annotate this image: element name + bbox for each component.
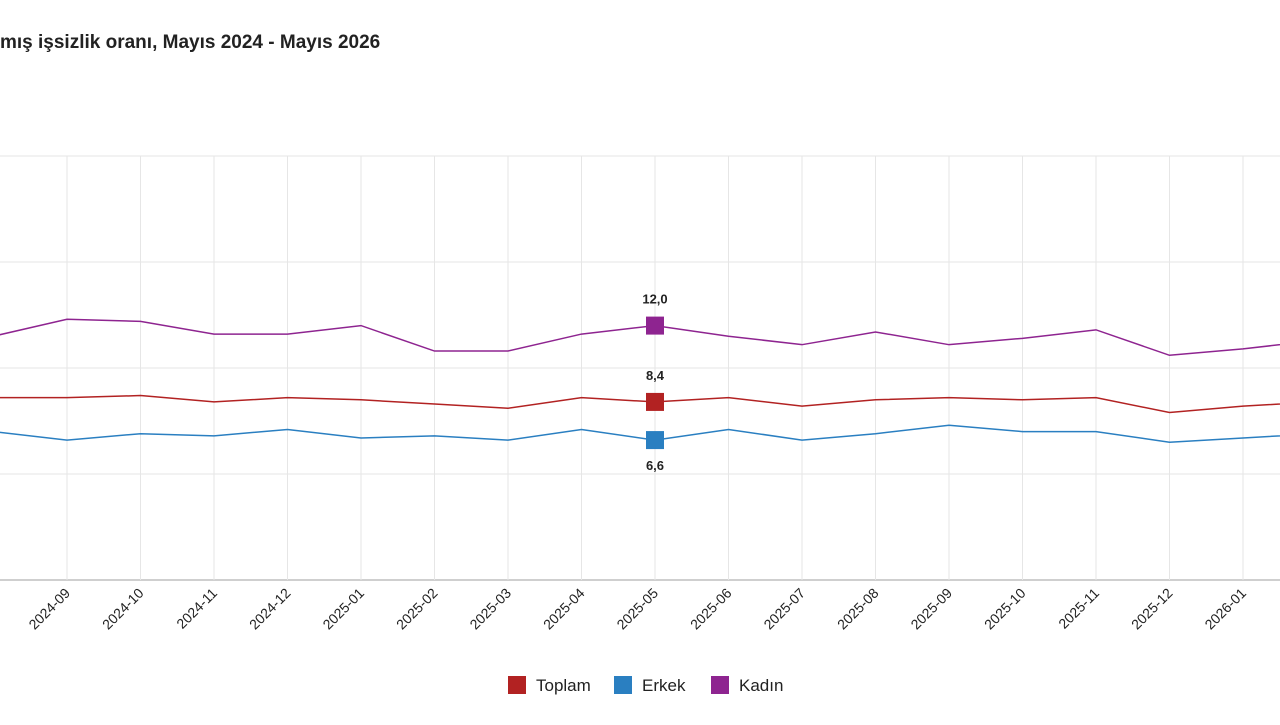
x-tick-label: 2025-04 bbox=[540, 585, 588, 633]
legend-swatch bbox=[711, 676, 729, 694]
point-marker bbox=[646, 392, 664, 411]
x-tick-label: 2025-11 bbox=[1055, 585, 1102, 632]
x-tick-label: 2025-08 bbox=[834, 585, 882, 633]
x-tick-label: 2025-10 bbox=[981, 585, 1029, 633]
point-marker bbox=[646, 316, 664, 335]
point-marker bbox=[646, 431, 664, 450]
x-tick-label: 2025-07 bbox=[760, 585, 808, 633]
x-tick-label: 2024-09 bbox=[25, 585, 73, 633]
x-tick-label: 2025-01 bbox=[319, 585, 367, 633]
x-tick-label: 2024-12 bbox=[246, 585, 294, 633]
value-label: 6,6 bbox=[646, 458, 664, 473]
x-tick-label: 2025-02 bbox=[393, 585, 441, 633]
x-tick-label: 2025-03 bbox=[466, 585, 514, 633]
chart-title: mış işsizlik oranı, Mayıs 2024 - Mayıs 2… bbox=[0, 32, 380, 53]
x-tick-label: 2024-11 bbox=[173, 585, 220, 632]
series-line bbox=[0, 318, 1280, 357]
x-tick-label: 2025-05 bbox=[613, 585, 661, 633]
x-tick-label: 2025-06 bbox=[687, 585, 735, 633]
series-line bbox=[0, 424, 1280, 443]
x-tick-label: 2026-01 bbox=[1201, 585, 1249, 633]
x-tick-label: 2024-10 bbox=[99, 585, 147, 633]
legend-swatch bbox=[614, 676, 632, 694]
x-tick-label: 2025-12 bbox=[1128, 585, 1176, 633]
legend-swatch bbox=[508, 676, 526, 694]
series-line bbox=[0, 394, 1280, 414]
x-tick-label: 2025-09 bbox=[907, 585, 955, 633]
value-label: 8,4 bbox=[646, 368, 665, 383]
legend-label: Kadın bbox=[739, 676, 783, 695]
legend-label: Erkek bbox=[642, 676, 686, 695]
value-label: 12,0 bbox=[642, 292, 667, 307]
legend-label: Toplam bbox=[536, 676, 591, 695]
